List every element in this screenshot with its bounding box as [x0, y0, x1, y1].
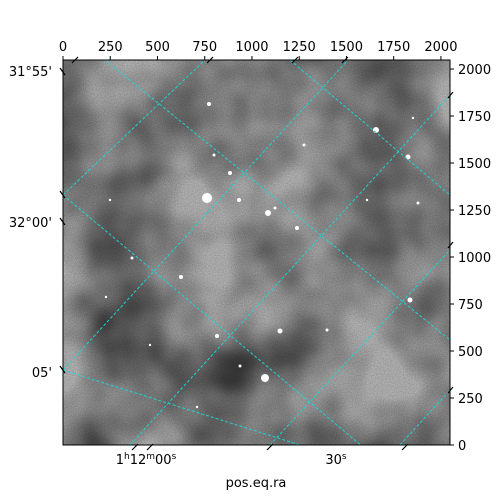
star — [405, 154, 411, 160]
ra-tick — [131, 443, 139, 451]
sky-image — [63, 60, 450, 445]
plot-frame — [62, 59, 451, 446]
star — [277, 328, 283, 334]
star — [365, 198, 369, 202]
star — [302, 143, 306, 147]
star — [130, 256, 134, 260]
grid-line — [63, 60, 349, 371]
star — [207, 102, 211, 106]
x-axis-title: pos.eq.ra — [226, 476, 287, 491]
y-tick-label: 0 — [458, 439, 466, 454]
star — [108, 198, 112, 202]
y-tick-label: 500 — [458, 345, 483, 360]
dec-tick-label: 31°55' — [9, 65, 52, 80]
ra-tick — [266, 443, 274, 451]
y-tick-label: 1500 — [458, 157, 491, 172]
world-coordinate-ticks — [59, 56, 454, 451]
ra-tick — [71, 56, 79, 64]
dec-tick — [59, 365, 66, 374]
dec-tick — [59, 217, 66, 226]
x-tick-label: 750 — [192, 40, 217, 55]
grid-line — [129, 94, 450, 445]
x-pixel-axis: 0 250 500 750 1000 1250 1500 1750 2000 — [59, 40, 457, 60]
coordinate-grid — [63, 60, 450, 445]
y-tick-label: 1750 — [458, 110, 491, 125]
y-pixel-axis: 0 250 500 750 1000 1250 1500 1750 2000 — [450, 63, 491, 454]
star — [416, 201, 420, 205]
x-tick-label: 1750 — [377, 40, 410, 55]
star — [238, 364, 242, 368]
star — [148, 343, 152, 347]
star — [202, 193, 212, 203]
star — [261, 374, 269, 382]
ra-tick — [341, 56, 349, 64]
star — [215, 334, 219, 338]
star — [237, 198, 241, 202]
dec-tick — [59, 190, 66, 199]
y-tick-label: 250 — [458, 392, 483, 407]
y-tick-label: 750 — [458, 298, 483, 313]
ra-tick — [206, 56, 214, 64]
ra-tick — [401, 443, 409, 451]
y-tick-label: 2000 — [458, 63, 491, 78]
ra-tick-label: 30s — [325, 452, 347, 468]
star — [407, 297, 413, 303]
dec-tick — [447, 241, 454, 249]
star — [212, 153, 216, 157]
dec-tick-label: 05' — [32, 366, 52, 381]
star-field — [104, 102, 420, 409]
star — [179, 275, 183, 279]
grid-line — [269, 249, 450, 445]
x-tick-label: 1250 — [283, 40, 316, 55]
star — [325, 328, 329, 332]
x-tick-label: 1500 — [330, 40, 363, 55]
ra-tick-label: 1h12m00s — [116, 452, 177, 468]
star — [104, 295, 108, 299]
x-tick-label: 250 — [98, 40, 123, 55]
x-tick-label: 1000 — [235, 40, 268, 55]
star — [265, 210, 271, 216]
grid-line — [63, 194, 362, 445]
star — [295, 226, 299, 230]
dec-tick-label: 32°00' — [9, 216, 52, 231]
star — [273, 206, 277, 210]
star — [411, 116, 415, 120]
dec-tick — [59, 67, 66, 76]
star — [195, 405, 199, 409]
ra-tick — [146, 443, 154, 451]
x-tick-label: 500 — [145, 40, 170, 55]
grid-line — [399, 389, 450, 445]
y-tick-label: 1250 — [458, 204, 491, 219]
x-tick-label: 0 — [59, 40, 67, 55]
ra-tick — [291, 56, 299, 64]
grid-line — [63, 369, 301, 445]
star — [228, 171, 232, 175]
grid-line — [63, 60, 206, 196]
dec-tick — [447, 91, 454, 99]
y-tick-label: 1000 — [458, 251, 491, 266]
x-tick-label: 2000 — [424, 40, 457, 55]
grid-line — [104, 60, 450, 341]
dec-tick — [447, 386, 454, 394]
